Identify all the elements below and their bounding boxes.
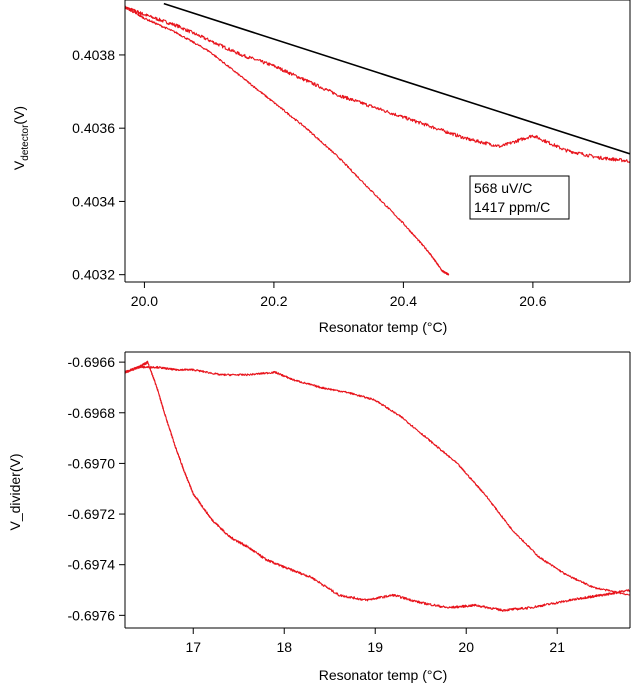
y-tick-label: -0.6968 xyxy=(68,405,116,421)
y-tick-label: -0.6974 xyxy=(68,557,116,573)
y-axis-label-top: Vdetector(V) xyxy=(11,106,31,170)
y-tick-label: -0.6972 xyxy=(68,506,116,522)
series-line-2 xyxy=(138,365,630,596)
x-tick-label: 20.6 xyxy=(519,293,546,309)
x-tick-label: 18 xyxy=(276,639,292,655)
x-tick-label: 20 xyxy=(458,639,474,655)
y-label-subscript: detector xyxy=(20,124,31,161)
chart-divider-vs-temp: 17 18 19 20 21 -0.6976 -0.6974 -0.6972 -0.6970 -0… xyxy=(7,351,631,683)
series-line-3 xyxy=(163,2,630,155)
annotation-box: 568 uV/C 1417 ppm/C xyxy=(469,175,570,220)
y-tick-label: 0.4038 xyxy=(72,47,115,63)
series-line-2 xyxy=(125,6,450,276)
annotation-line-1: 568 uV/C xyxy=(474,180,532,196)
y-tick-label: -0.6970 xyxy=(68,455,116,471)
y-label-main: V xyxy=(11,160,27,170)
y-label-unit: (V) xyxy=(11,106,27,125)
series-line-1 xyxy=(125,5,630,164)
x-axis-label-top: Resonator temp (°C) xyxy=(319,319,448,335)
y-tick-label: 0.4032 xyxy=(72,267,115,283)
y-tick-label: 0.4034 xyxy=(72,193,115,209)
x-tick-label: 19 xyxy=(367,639,383,655)
x-tick-label: 21 xyxy=(549,639,565,655)
x-tick-label: 20.2 xyxy=(260,293,287,309)
ticks-bottom: 17 18 19 20 21 -0.6976 -0.6974 -0.6972 -0.6970 -0… xyxy=(68,354,566,655)
y-tick-label: -0.6976 xyxy=(68,607,116,623)
y-axis-label-bottom: V_divider(V) xyxy=(7,453,23,530)
annotation-line-2: 1417 ppm/C xyxy=(474,199,550,215)
x-tick-label: 17 xyxy=(185,639,201,655)
annotation-frame xyxy=(469,175,570,220)
plot-area-top xyxy=(125,2,630,276)
x-tick-label: 20.4 xyxy=(390,293,417,309)
x-tick-label: 20.0 xyxy=(131,293,158,309)
y-tick-label: 0.4036 xyxy=(72,120,115,136)
y-tick-label: -0.6966 xyxy=(68,354,116,370)
series-line-1 xyxy=(125,360,630,612)
x-axis-label-bottom: Resonator temp (°C) xyxy=(319,667,448,683)
chart-detector-vs-temp: 20.0 20.2 20.4 20.6 0.4032 0.4034 0.4036 0.4038… xyxy=(11,0,631,335)
plot-area-bottom xyxy=(125,360,630,612)
ticks-top: 20.0 20.2 20.4 20.6 0.4032 0.4034 0.4036 0.4038 xyxy=(72,47,547,309)
